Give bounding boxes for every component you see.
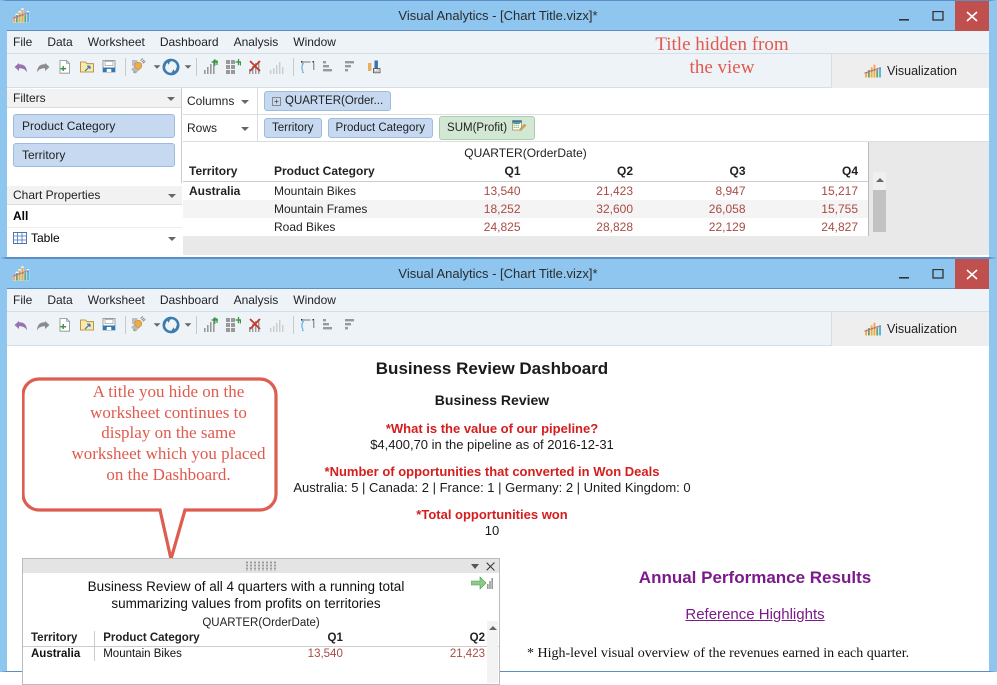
svg-text:LO: LO	[374, 69, 379, 73]
